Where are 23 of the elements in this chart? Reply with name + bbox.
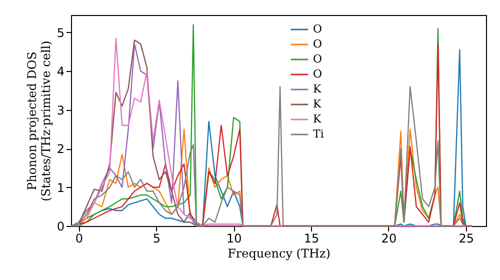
x-tick-label: 20 (381, 232, 397, 246)
y-tick-label: 2 (56, 142, 64, 156)
x-axis-title: Frequency (THz) (228, 246, 330, 260)
y-tick-label: 4 (56, 64, 64, 79)
x-tick-label: 5 (152, 232, 160, 246)
legend-label: O (313, 52, 322, 66)
x-tick-label: 25 (458, 232, 474, 246)
x-tick-label: 10 (226, 232, 242, 246)
legend-label: Ti (313, 128, 324, 140)
y-tick-label: 1 (56, 180, 64, 195)
x-tick-label: 15 (304, 232, 320, 246)
y-tick-label: 3 (56, 103, 64, 118)
legend-label: K (313, 112, 322, 126)
y-tick-label: 5 (56, 26, 64, 40)
legend-label: K (313, 82, 322, 96)
line-series (70, 86, 473, 227)
y-tick-label: 0 (56, 220, 64, 234)
legend-label: O (313, 22, 322, 36)
x-tick-label: 0 (75, 232, 84, 246)
y-axis-title: Phonon projected DOS (States/THz·primitive cell) (24, 40, 53, 202)
legend-label: O (313, 38, 322, 50)
legend-label: K (313, 98, 322, 110)
legend-label: O (313, 68, 322, 80)
